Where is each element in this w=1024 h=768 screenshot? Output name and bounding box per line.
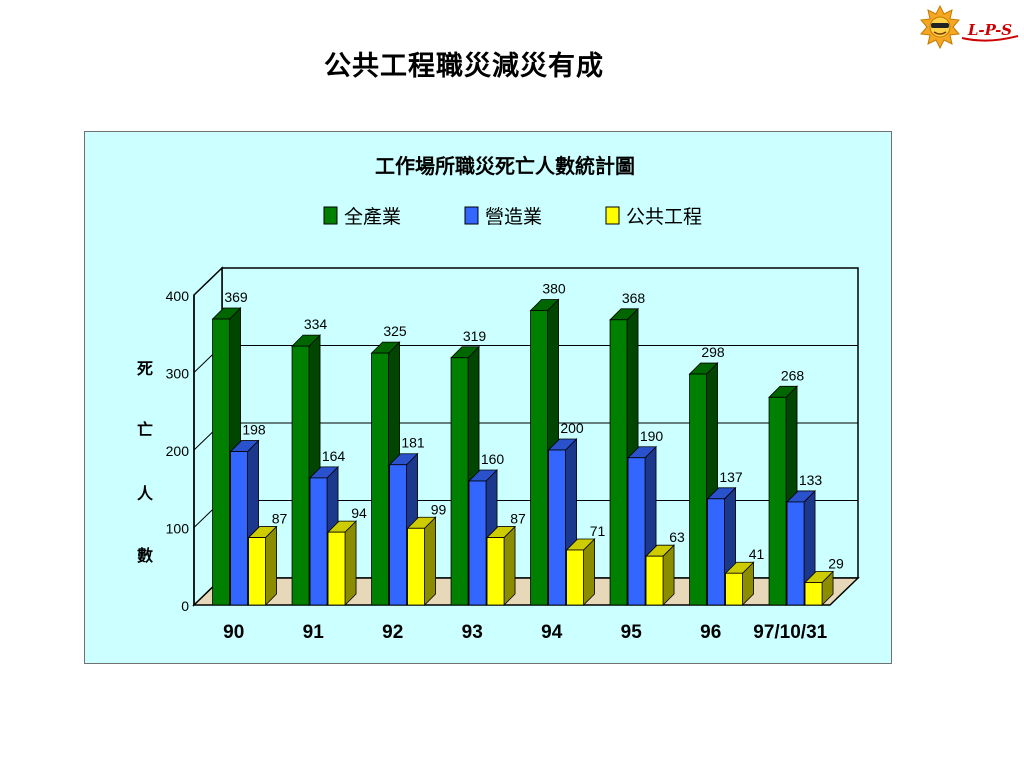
bar-front [389,464,407,606]
bar-public-works [327,520,358,606]
data-label: 380 [542,281,566,297]
data-label: 164 [322,448,346,464]
bar-front [407,527,425,606]
bar-public-works [247,525,278,606]
plot-area: 0 100 200 300 400 369 198 87 90 334 164 94 91 325 181 9… [166,266,860,643]
bar-front [768,396,787,606]
bar-public-works [565,538,596,606]
bar-front [291,345,310,606]
data-label: 298 [701,344,725,360]
data-label: 160 [481,451,505,467]
chart-title: 工作場所職災死亡人數統計圖 [375,154,635,178]
data-label: 200 [560,420,584,436]
y-tick-label: 200 [166,443,190,459]
bar-front [327,531,346,606]
bar-front [707,498,725,606]
logo-text: L-P-S [967,21,1012,39]
bar-front [566,549,584,606]
data-label: 268 [781,367,805,383]
data-label: 41 [749,546,765,562]
bar-front [804,582,823,606]
x-tick-label: 92 [382,622,403,643]
bar-construction [786,489,817,606]
x-tick-label: 94 [541,622,563,643]
bar-public-works [724,561,755,606]
data-label: 63 [669,529,685,545]
bar-front [468,480,487,606]
data-label: 334 [304,316,328,332]
y-axis-label-char-1: 死 [137,359,153,378]
bar-front [627,457,646,606]
lps-logo: L-P-S [920,4,1019,50]
data-label: 87 [272,511,288,527]
x-tick-label: 96 [700,622,721,643]
data-label: 181 [401,435,425,451]
x-tick-label: 90 [223,622,244,643]
bar-public-works [804,570,835,606]
gridline-side [193,267,223,296]
bar-front [548,449,566,606]
data-label: 133 [799,472,823,488]
data-label: 198 [242,422,266,438]
y-tick-label: 400 [166,288,190,304]
bar-side [503,525,516,606]
y-axis-label-char-3: 人 [137,484,154,503]
data-label: 99 [431,501,447,517]
data-label: 137 [719,469,743,485]
bar-front [786,501,805,606]
bar-front [248,537,266,606]
y-axis-label: 死 亡 人 數 [137,359,154,565]
bar-public-works [645,544,676,606]
data-label: 87 [510,511,526,527]
legend-swatch-public-works [605,206,620,225]
x-tick-label: 93 [462,622,483,643]
legend-swatch-all-industry [323,206,338,225]
bar-chart: 工作場所職災死亡人數統計圖 全產業 營造業 公共工程 死 亡 人 數 0 100 2… [137,154,860,643]
legend-label-construction: 營造業 [485,206,542,228]
bar-front [689,373,707,606]
bar-public-works [486,525,517,606]
sun-icon [920,4,960,50]
legend: 全產業 營造業 公共工程 [323,206,702,228]
data-label: 29 [828,556,844,572]
bar-front [450,357,469,606]
bar-front [725,572,743,606]
data-label: 319 [463,328,487,344]
x-tick-label: 97/10/31 [753,622,827,643]
bar-front [609,319,628,606]
bar-front [309,477,328,606]
bar-front [486,537,505,606]
y-tick-label: 0 [181,598,189,614]
data-label: 368 [622,290,646,306]
y-tick-label: 100 [166,521,190,537]
y-axis-label-char-2: 亡 [137,420,153,439]
y-tick-label: 300 [166,366,190,382]
data-label: 190 [640,428,664,444]
data-label: 325 [383,323,407,339]
bar-front [212,318,230,606]
y-axis-label-char-4: 數 [137,546,153,565]
data-label: 71 [590,523,606,539]
bar-side [424,516,436,606]
slide-title: 公共工程職災減災有成 [324,51,604,82]
chart-panel: 工作場所職災死亡人數統計圖 全產業 營造業 公共工程 死 亡 人 數 0 100 2… [84,131,892,664]
bar-side [265,525,277,606]
legend-label-all-industry: 全產業 [344,206,401,228]
bar-front [530,310,548,606]
bar-front [230,451,248,606]
bar-side [344,520,357,606]
x-tick-label: 95 [621,622,643,643]
legend-swatch-construction [464,206,479,225]
bar-front [645,555,664,606]
x-tick-label: 91 [303,622,325,643]
bar-public-works [406,516,437,606]
legend-label-public-works: 公共工程 [626,206,702,228]
data-label: 369 [224,289,248,305]
data-label: 94 [351,505,367,521]
bar-front [371,352,389,606]
